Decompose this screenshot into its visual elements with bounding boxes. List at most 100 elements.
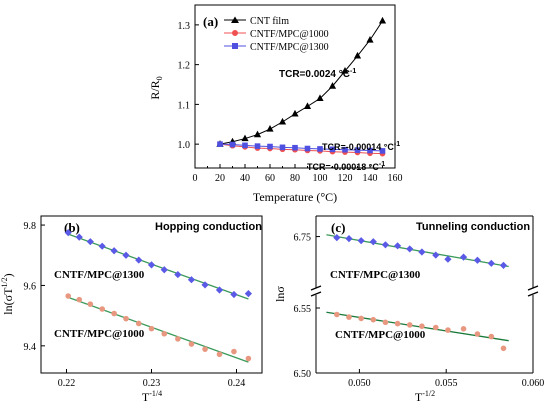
panel-a-xtick-label: 40 xyxy=(240,173,250,184)
panel-a-marks xyxy=(216,16,387,157)
panel-b-point-s0 xyxy=(201,281,209,289)
panel-c-xlabel: T-1/2 xyxy=(415,389,435,404)
panel-b-point-s1 xyxy=(188,341,195,347)
panel-b-point-s0 xyxy=(160,266,168,274)
panel-a-point-s2 xyxy=(229,141,236,148)
panel-b-point-s1 xyxy=(87,301,94,307)
panel-a-xtick-label: 140 xyxy=(363,173,378,184)
panel-c-point-s0 xyxy=(432,251,440,259)
panel-a-legend: CNT film CNTF/MPC@1000 CNTF/MPC@1300 xyxy=(224,16,329,53)
panel-c-series1300-label: CNTF/MPC@1300 xyxy=(330,269,421,281)
panel-b-point-s0 xyxy=(147,261,156,269)
panel-a-xtick-label: 120 xyxy=(338,173,353,184)
panel-a-point-s2 xyxy=(304,145,311,152)
legend-mpc1300-marker xyxy=(232,43,238,49)
panel-a-point-s0 xyxy=(291,109,299,117)
panel-a-point-s0 xyxy=(328,82,337,89)
panel-b-point-s1 xyxy=(65,293,71,299)
panel-b-point-s1 xyxy=(216,351,223,358)
panel-a-xtick-label: 20 xyxy=(215,173,225,184)
panel-c-point-s0 xyxy=(381,241,390,249)
panel-a-ytick-label: 1.1 xyxy=(178,100,191,111)
panel-c-point-s0 xyxy=(499,261,508,269)
panel-b-point-s0 xyxy=(98,242,106,250)
panel-c-point-s1 xyxy=(334,311,340,318)
panel-a-point-s2 xyxy=(267,143,273,150)
panel-a-point-s0 xyxy=(241,134,249,142)
panel-a: (a) 0 20 40 60 80 100 120 140 160 1.0 1.1 1.2 1.3 CN… xyxy=(148,4,403,204)
panel-b-point-s1 xyxy=(135,320,142,327)
legend-mpc1000-label: CNTF/MPC@1000 xyxy=(250,29,329,40)
panel-c-point-s0 xyxy=(473,256,482,264)
panel-c-ticks: 0.050 0.055 0.060 6.50 6.55 6.75 xyxy=(294,233,545,389)
panel-c-ylabel: lnσ xyxy=(273,286,287,302)
panel-b-point-s1 xyxy=(111,310,117,317)
legend-mpc1300-label: CNTF/MPC@1300 xyxy=(250,42,329,53)
panel-b-point-s0 xyxy=(135,256,143,264)
panel-a-point-s0 xyxy=(278,117,287,125)
panel-b-point-s1 xyxy=(245,355,252,362)
panel-c-point-s1 xyxy=(346,314,352,320)
panel-b-point-s0 xyxy=(187,276,196,284)
panel-c-point-s1 xyxy=(419,323,425,330)
panel-a-xtick-label: 80 xyxy=(290,173,300,184)
panel-a-xtick-label: 60 xyxy=(265,173,275,184)
panel-c-point-s0 xyxy=(487,259,495,267)
panel-b-point-s0 xyxy=(174,270,182,279)
panel-a-ticks: 0 20 40 60 80 100 120 140 160 1.0 1.1 1.2 1.3 xyxy=(178,21,403,184)
panel-c-point-s0 xyxy=(418,248,426,256)
panel-b-fit-line-1 xyxy=(67,296,249,363)
panel-a-point-s0 xyxy=(266,125,274,132)
panel-c-point-s0 xyxy=(357,237,365,245)
panel-b-xlabel: T-1/4 xyxy=(142,389,162,404)
panel-c-point-s0 xyxy=(393,242,402,250)
panel-b-marks xyxy=(64,229,252,363)
panel-a-point-s2 xyxy=(254,143,261,149)
panel-a-point-s0 xyxy=(366,35,374,43)
legend-cnt-film-label: CNT film xyxy=(250,16,289,27)
panel-a-point-s2 xyxy=(354,147,361,153)
panel-a-point-s2 xyxy=(379,148,386,154)
panel-c-point-s0 xyxy=(369,238,377,246)
panel-a-ytick-label: 1.3 xyxy=(178,21,191,32)
panel-b-point-s1 xyxy=(161,330,168,337)
panel-a-point-s0 xyxy=(353,51,362,59)
panel-b-point-s1 xyxy=(76,296,83,303)
panel-b-point-s0 xyxy=(64,229,72,237)
panel-a-ytick-label: 1.0 xyxy=(178,140,191,151)
panel-c-point-s1 xyxy=(500,345,507,352)
panel-a-point-s2 xyxy=(342,146,348,153)
legend-cnt-film-marker xyxy=(231,16,239,23)
panel-b: (b) Hopping conduction 0.22 0.23 0.249.49.… xyxy=(0,215,263,404)
panel-c-xtick-label: 0.060 xyxy=(522,378,545,389)
panel-c-point-s0 xyxy=(444,255,452,263)
annotation-tcr-cnt: TCR=0.0024 °C-1 xyxy=(279,68,356,80)
panel-a-point-s2 xyxy=(242,142,248,149)
panel-b-point-s1 xyxy=(231,348,237,355)
panel-c-point-s1 xyxy=(394,320,401,327)
panel-b-ytick-label: 9.6 xyxy=(24,281,37,292)
panel-b-point-s0 xyxy=(122,251,130,259)
panel-c-point-s1 xyxy=(445,327,451,333)
panel-c-point-s1 xyxy=(474,331,481,337)
panel-b-point-s1 xyxy=(202,346,208,352)
panel-c-point-s0 xyxy=(345,235,353,243)
panel-b-point-s1 xyxy=(99,306,105,312)
panel-c: (c) Tunneling conduction 0.050 0.055 0.060… xyxy=(273,215,545,404)
panel-b-point-s1 xyxy=(175,336,181,342)
panel-a-point-s0 xyxy=(253,130,262,138)
panel-c-axis-break xyxy=(310,285,539,297)
panel-a-point-s0 xyxy=(303,102,312,109)
panel-b-ylabel: ln(σT1/2) xyxy=(0,273,15,314)
panel-c-ytick-label: 6.55 xyxy=(294,304,312,315)
panel-c-point-s1 xyxy=(488,333,495,340)
panel-a-label: (a) xyxy=(203,14,218,29)
panel-a-point-s0 xyxy=(341,66,349,74)
panel-b-xtick-label: 0.24 xyxy=(228,378,246,389)
panel-c-point-s1 xyxy=(382,319,389,326)
panel-c-point-s1 xyxy=(406,322,413,328)
panel-a-xlabel: Temperature (°C) xyxy=(253,190,337,204)
panel-a-point-s2 xyxy=(317,146,323,152)
panel-b-frame xyxy=(40,215,263,374)
